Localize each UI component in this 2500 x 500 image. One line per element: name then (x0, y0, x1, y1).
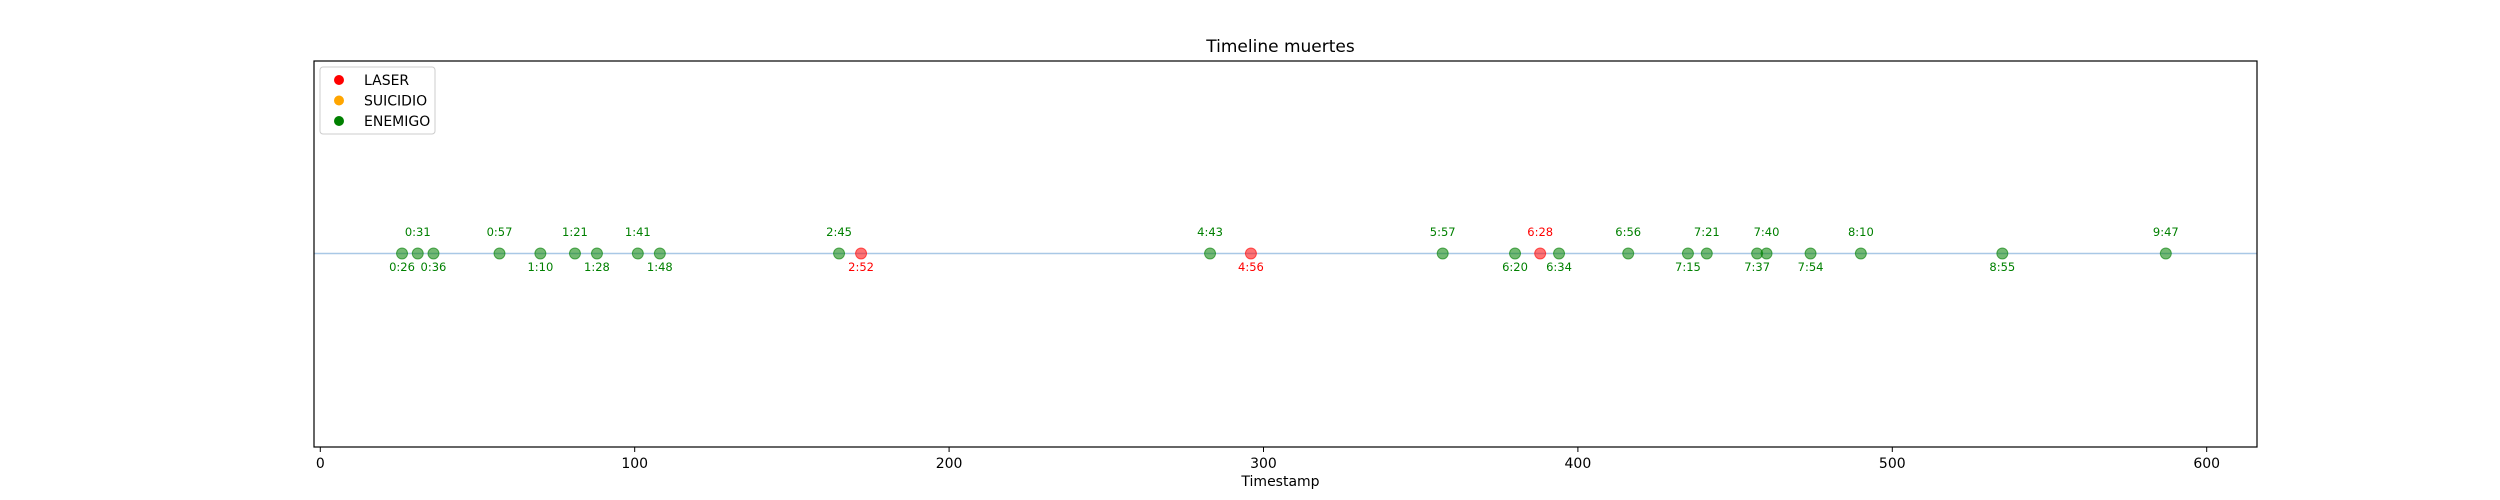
data-point (1854, 247, 1867, 260)
point-label: 2:45 (826, 225, 852, 239)
data-point (2159, 247, 2172, 260)
data-point (534, 247, 547, 260)
point-label: 7:21 (1694, 225, 1720, 239)
point-label: 7:37 (1744, 260, 1770, 274)
legend-box (319, 66, 436, 135)
data-point (1436, 247, 1449, 260)
data-point (1804, 247, 1817, 260)
point-label: 4:43 (1197, 225, 1223, 239)
data-point (833, 247, 846, 260)
point-label: 8:10 (1848, 225, 1874, 239)
data-point (1681, 247, 1694, 260)
point-label: 6:34 (1546, 260, 1572, 274)
point-label: 7:54 (1798, 260, 1824, 274)
point-label: 7:40 (1754, 225, 1780, 239)
point-label: 9:47 (2153, 225, 2179, 239)
data-point (1622, 247, 1635, 260)
point-label: 0:36 (421, 260, 447, 274)
data-point (568, 247, 581, 260)
point-label: 6:56 (1615, 225, 1641, 239)
axes-frame (313, 60, 2258, 448)
plot-area: 0:26 0:31 0:36 0:57 1:10 1:21 1:28 1:41 1:48 2:45… (313, 60, 2258, 472)
x-tick-label: 200 (936, 456, 963, 472)
data-point (1760, 247, 1773, 260)
data-point (427, 247, 440, 260)
x-tick-label: 500 (1879, 456, 1906, 472)
point-label: 1:10 (527, 260, 553, 274)
point-label: 0:57 (487, 225, 513, 239)
point-label: 1:21 (562, 225, 588, 239)
x-tick-label: 300 (1250, 456, 1277, 472)
data-point (1204, 247, 1217, 260)
point-label: 8:55 (1989, 260, 2015, 274)
point-label: 6:20 (1502, 260, 1528, 274)
data-point (411, 247, 424, 260)
data-point (396, 247, 409, 260)
data-point (1534, 247, 1547, 260)
data-point (1996, 247, 2009, 260)
data-point (1553, 247, 1566, 260)
x-tick-label: 400 (1565, 456, 1592, 472)
legend-marker (334, 75, 344, 85)
x-tick-label: 0 (316, 456, 325, 472)
data-point (855, 247, 868, 260)
legend-entry: ENEMIGO (364, 114, 430, 130)
point-label: 2:52 (848, 260, 874, 274)
legend-entry: SUICIDIO (364, 94, 427, 110)
point-label: 6:28 (1527, 225, 1553, 239)
data-point (493, 247, 506, 260)
point-label: 1:48 (647, 260, 673, 274)
data-point (590, 247, 603, 260)
chart-title: Timeline muertes (1205, 37, 1355, 57)
point-label: 1:28 (584, 260, 610, 274)
data-point (1244, 247, 1257, 260)
legend: LASER SUICIDIO ENEMIGO (319, 66, 436, 135)
point-label: 0:26 (389, 260, 415, 274)
x-axis-label: Timestamp (1240, 474, 1319, 490)
legend-marker (334, 116, 344, 126)
point-label: 5:57 (1430, 225, 1456, 239)
data-point (631, 247, 644, 260)
x-tick-label: 100 (621, 456, 648, 472)
x-tick-label: 600 (2193, 456, 2220, 472)
point-label: 7:15 (1675, 260, 1701, 274)
legend-marker (334, 95, 344, 106)
data-point (1700, 247, 1713, 260)
point-label: 4:56 (1238, 260, 1264, 274)
point-label: 0:31 (405, 225, 431, 239)
legend-entry: LASER (364, 73, 409, 89)
data-point (1509, 247, 1522, 260)
data-point (653, 247, 666, 260)
point-label: 1:41 (625, 225, 651, 239)
